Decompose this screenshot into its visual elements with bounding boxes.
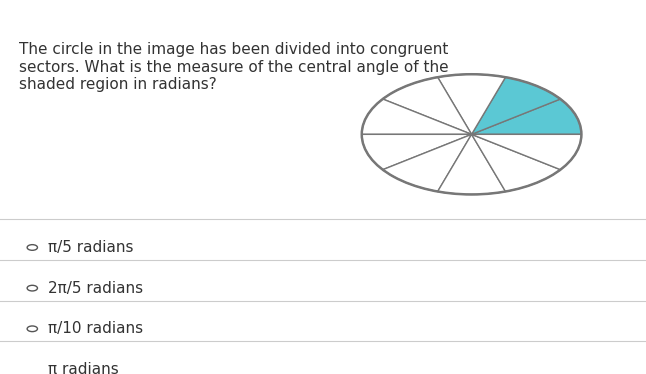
Wedge shape [437, 74, 506, 134]
Wedge shape [472, 99, 581, 134]
Wedge shape [362, 134, 472, 170]
Text: π radians: π radians [48, 362, 120, 374]
Text: 2π/5 radians: 2π/5 radians [48, 280, 143, 295]
Wedge shape [472, 134, 581, 170]
Text: π/5 radians: π/5 radians [48, 240, 134, 255]
Wedge shape [437, 134, 506, 194]
Wedge shape [382, 77, 472, 134]
Wedge shape [382, 134, 472, 191]
Text: The circle in the image has been divided into congruent
sectors. What is the mea: The circle in the image has been divided… [19, 42, 449, 92]
Wedge shape [472, 77, 561, 134]
Wedge shape [472, 134, 561, 191]
Text: π/10 radians: π/10 radians [48, 321, 143, 336]
Wedge shape [362, 99, 472, 134]
